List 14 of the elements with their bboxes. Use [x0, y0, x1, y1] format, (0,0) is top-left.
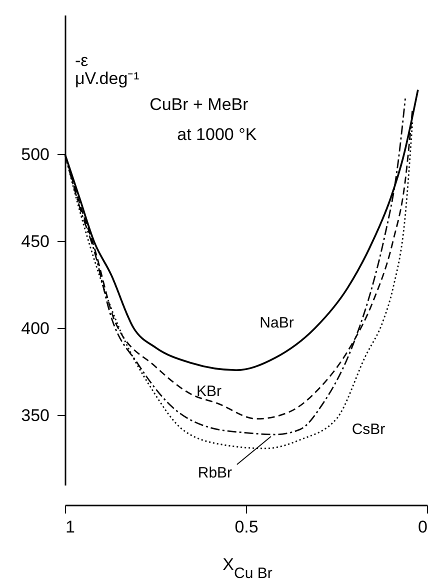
y-tick-label: 500 [21, 144, 50, 164]
annotation: CuBr + MeBr [150, 95, 249, 114]
series-label: KBr [196, 383, 222, 400]
series-label: NaBr [260, 314, 294, 332]
series-label: CsBr [352, 420, 386, 438]
y-tick-label: 450 [21, 232, 50, 251]
annotation: at 1000 °K [177, 125, 258, 144]
x-tick-label: 1 [66, 518, 75, 536]
x-tick-label: 0 [418, 518, 428, 536]
x-tick-label: 0.5 [234, 518, 258, 536]
y-axis-title: -ε μV.deg⁻¹ [75, 51, 140, 88]
y-tick-label: 350 [21, 406, 50, 425]
text: RbBr [198, 464, 232, 482]
y-tick-label: 400 [21, 318, 50, 338]
